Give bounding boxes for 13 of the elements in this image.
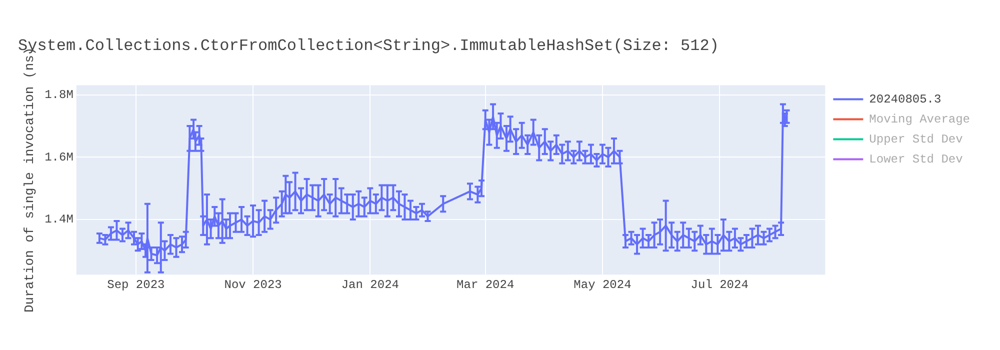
- x-tick-label: May 2024: [574, 278, 632, 292]
- y-tick-label: 1.4M: [44, 212, 74, 227]
- x-tick-label: Jan 2024: [341, 278, 399, 292]
- x-tick-label: Nov 2023: [224, 278, 282, 292]
- x-tick-label: Mar 2024: [456, 278, 514, 292]
- y-tick-label: 1.8M: [44, 88, 74, 102]
- x-tick-label: Jul 2024: [690, 278, 748, 292]
- legend-label: 20240805.3: [869, 92, 942, 106]
- x-tick-label: Sep 2023: [107, 278, 165, 292]
- legend-label: Moving Average: [869, 112, 970, 126]
- y-tick-label: 1.6M: [44, 150, 74, 164]
- legend-label: Lower Std Dev: [869, 152, 963, 166]
- legend-label: Upper Std Dev: [869, 132, 963, 146]
